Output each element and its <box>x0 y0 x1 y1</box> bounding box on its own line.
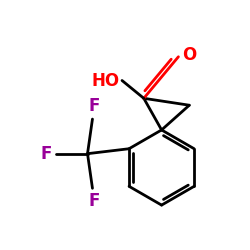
Text: F: F <box>89 192 100 210</box>
Text: O: O <box>182 46 196 64</box>
Text: HO: HO <box>92 72 120 90</box>
Text: F: F <box>40 145 52 163</box>
Text: F: F <box>89 97 100 115</box>
